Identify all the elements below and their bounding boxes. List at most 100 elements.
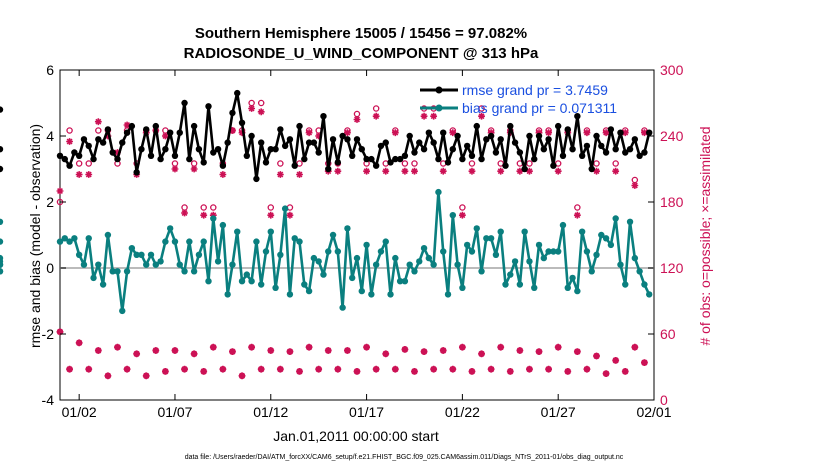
- obs-assimilated-marker: [583, 129, 591, 137]
- bias-point: [516, 281, 524, 288]
- rmse-point: [147, 152, 155, 159]
- obs-assimilated-marker: [276, 171, 284, 178]
- rmse-point: [200, 159, 207, 166]
- obs-low-assimilated-marker: [526, 365, 533, 373]
- obs-assimilated-marker: [267, 211, 275, 219]
- obs-assimilated-marker: [66, 138, 73, 145]
- obs-low-assimilated-marker: [391, 365, 399, 373]
- obs-assimilated-marker: [382, 167, 390, 175]
- rmse-point: [636, 152, 643, 159]
- obs-low-assimilated-marker: [564, 368, 572, 375]
- obs-low-assimilated-marker: [56, 328, 64, 336]
- rmse-point: [61, 155, 68, 163]
- rmse-point: [119, 139, 126, 146]
- legend-bias-marker: [435, 104, 443, 112]
- obs-possible-marker: [248, 99, 255, 107]
- obs-low-assimilated-marker: [200, 368, 208, 375]
- obs-assimilated-marker: [181, 209, 188, 217]
- rmse-point: [176, 129, 183, 136]
- rmse-point: [195, 146, 203, 153]
- bias-point: [535, 241, 543, 249]
- obs-possible-marker: [459, 204, 466, 211]
- bias-point: [99, 281, 107, 288]
- obs-assimilated-marker: [200, 211, 208, 219]
- bias-point: [104, 231, 112, 239]
- bias-point: [190, 268, 198, 275]
- obs-assimilated-marker: [257, 108, 265, 116]
- rmse-point: [598, 142, 605, 150]
- rmse-point: [617, 129, 624, 136]
- y-right-tick-label: 60: [660, 326, 676, 342]
- rmse-point: [406, 132, 413, 140]
- bias-point: [636, 268, 643, 275]
- rmse-point: [190, 122, 198, 130]
- bias-point: [195, 251, 203, 258]
- rmse-point: [607, 126, 615, 133]
- obs-assimilated-marker: [612, 167, 620, 175]
- obs-possible-marker: [171, 160, 179, 167]
- obs-assimilated-marker: [478, 112, 485, 120]
- y-ticks-right: 0 60 120 180 240 300: [648, 62, 684, 408]
- bias-point: [406, 261, 413, 268]
- bias-point: [511, 258, 519, 265]
- obs-assimilated-markers: [56, 105, 648, 219]
- legend-rmse-marker: [435, 86, 443, 94]
- bias-point: [219, 221, 227, 229]
- obs-assimilated-marker: [391, 129, 399, 137]
- rmse-point: [238, 119, 246, 127]
- rmse-point: [80, 136, 88, 143]
- obs-possible-marker: [95, 127, 102, 134]
- obs-low-markers: [56, 328, 648, 380]
- bias-point: [75, 251, 83, 258]
- bias-point: [392, 254, 399, 262]
- bias-point: [564, 284, 571, 291]
- bias-point: [310, 254, 318, 262]
- obs-possible-marker: [574, 204, 581, 211]
- rmse-point: [521, 165, 528, 173]
- bias-point: [531, 284, 538, 291]
- obs-assimilated-marker: [593, 167, 600, 175]
- rmse-point: [540, 146, 548, 153]
- rmse-point: [219, 162, 227, 169]
- bias-point: [353, 254, 361, 262]
- obs-assimilated-marker: [516, 167, 524, 175]
- bias-point: [0, 238, 4, 245]
- y-tick-label: 0: [46, 260, 54, 276]
- obs-possible-marker: [85, 160, 92, 167]
- rmse-point: [257, 139, 265, 146]
- x-tick-label: 01/17: [349, 404, 384, 420]
- rmse-point: [646, 129, 653, 136]
- obs-low-assimilated-marker: [190, 350, 198, 358]
- obs-assimilated-marker: [468, 167, 476, 175]
- bias-point: [253, 238, 260, 245]
- rmse-point: [109, 149, 116, 156]
- obs-assimilated-marker: [315, 132, 323, 140]
- obs-assimilated-marker: [209, 211, 217, 219]
- obs-low-assimilated-marker: [506, 368, 514, 375]
- bias-point: [540, 254, 548, 262]
- rmse-point: [133, 169, 140, 176]
- bias-point: [473, 225, 480, 232]
- bias-point: [277, 251, 284, 258]
- rmse-point: [478, 155, 485, 163]
- obs-assimilated-marker: [449, 129, 457, 137]
- obs-low-assimilated-marker: [478, 350, 485, 358]
- rmse-point: [396, 155, 404, 163]
- obs-low-assimilated-marker: [334, 365, 342, 373]
- obs-assimilated-marker: [85, 171, 93, 178]
- obs-assimilated-marker: [439, 167, 447, 175]
- rmse-point: [272, 146, 279, 153]
- obs-low-assimilated-marker: [123, 365, 131, 373]
- x-tick-label: 01/27: [541, 404, 576, 420]
- rmse-point: [243, 152, 251, 159]
- obs-low-assimilated-marker: [104, 372, 112, 380]
- rmse-point: [463, 142, 471, 150]
- rmse-point: [286, 136, 294, 143]
- rmse-point: [166, 129, 174, 136]
- bias-point: [401, 278, 409, 285]
- bias-point: [238, 278, 246, 285]
- bias-point: [545, 248, 552, 255]
- x-tick-label: 01/07: [157, 404, 192, 420]
- rmse-point: [210, 149, 217, 156]
- obs-low-assimilated-marker: [75, 339, 83, 347]
